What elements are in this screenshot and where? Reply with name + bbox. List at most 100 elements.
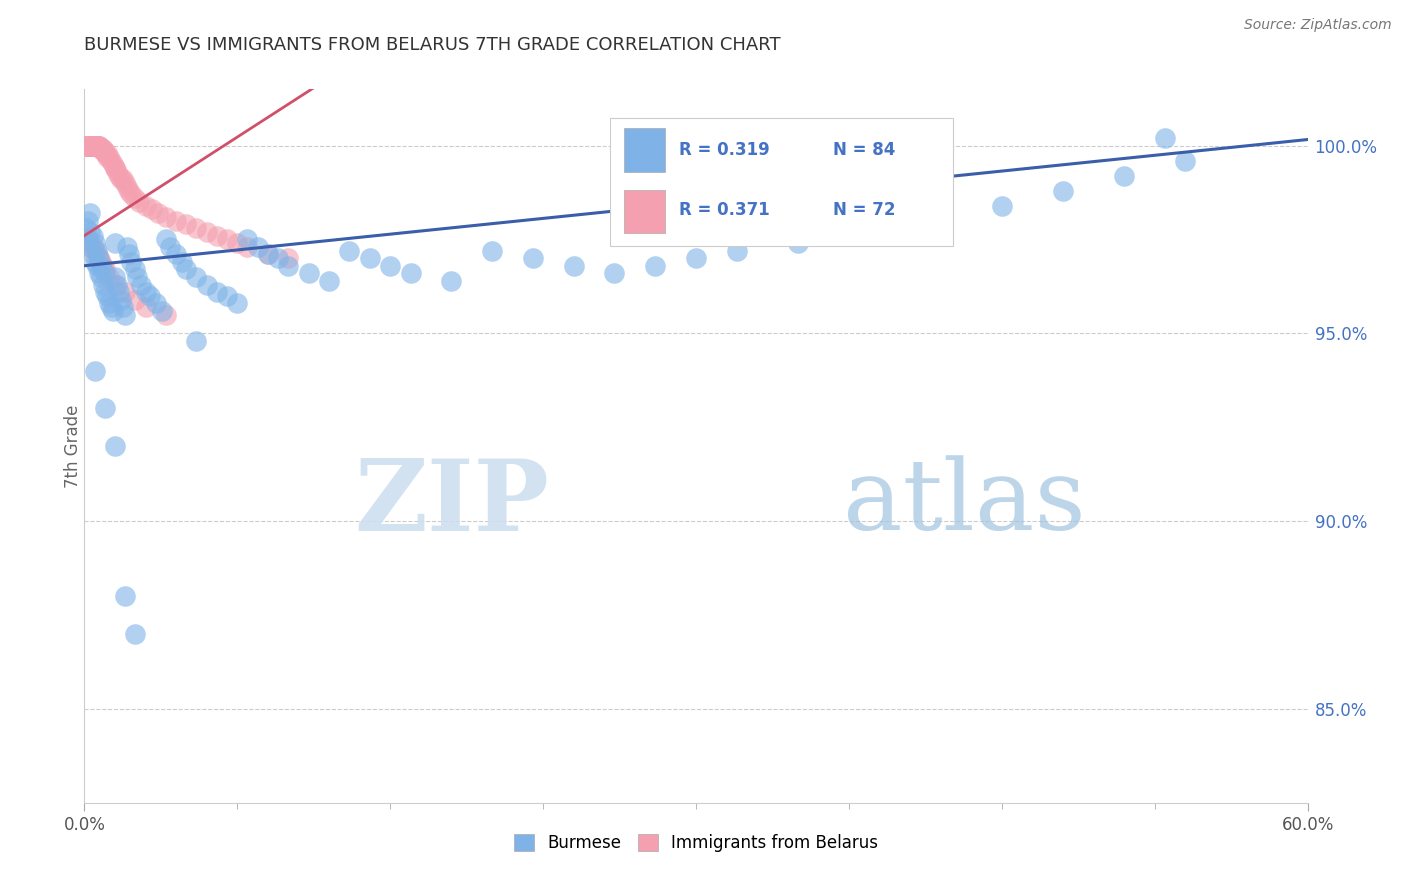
Point [77,138,100,153]
Point [114,589,136,603]
Point [83,236,105,251]
Point [277,259,299,273]
Point [105,165,128,179]
Point [155,232,177,246]
Point [79,240,101,254]
Point [562,259,585,273]
Point [83,364,105,378]
Legend: Burmese, Immigrants from Belarus: Burmese, Immigrants from Belarus [508,827,884,859]
Point [79,225,101,239]
Point [91,142,114,156]
Point [93,146,115,161]
Point [150,303,173,318]
Point [91,142,114,156]
Point [97,270,120,285]
Point [135,300,157,314]
Point [114,176,136,190]
Point [87,138,110,153]
Point [83,244,105,258]
Point [90,142,112,156]
Point [481,244,503,258]
Point [172,255,194,269]
Point [725,244,748,258]
Point [120,187,142,202]
Point [101,157,124,171]
Point [93,262,115,277]
Point [82,247,104,261]
Point [522,251,544,265]
Y-axis label: 7th Grade: 7th Grade [65,404,82,488]
Point [257,247,280,261]
Point [138,289,160,303]
Point [79,138,101,153]
Point [97,150,120,164]
Point [236,232,259,246]
Point [108,169,131,183]
Point [118,247,141,261]
Point [146,206,169,220]
Point [226,236,249,251]
Point [118,184,141,198]
Point [86,138,108,153]
Point [86,138,108,153]
Point [128,194,150,209]
Point [318,274,340,288]
Point [96,146,118,161]
Point [159,240,181,254]
Point [77,138,100,153]
Point [87,266,110,280]
Point [104,270,127,285]
Point [205,285,228,299]
Point [82,138,104,153]
Point [86,244,108,258]
Point [131,277,153,292]
Point [86,138,108,153]
Point [90,270,112,285]
Point [75,138,97,153]
Point [889,221,911,235]
Point [217,289,239,303]
Point [339,244,361,258]
Point [105,277,128,292]
Point [165,247,187,261]
Point [79,138,101,153]
Point [1174,153,1197,168]
Point [77,138,100,153]
Point [603,266,626,280]
Point [141,202,163,217]
Point [127,270,149,285]
Point [91,259,114,273]
Point [1052,184,1074,198]
Point [90,142,112,156]
Point [77,213,100,227]
Point [87,138,110,153]
Point [124,627,146,641]
Point [205,228,228,243]
Point [174,218,197,232]
Point [83,138,105,153]
Point [115,240,138,254]
Point [236,240,259,254]
Point [124,262,146,277]
Point [195,277,218,292]
Point [165,213,187,227]
Point [114,285,136,299]
Point [145,296,167,310]
Point [82,138,104,153]
Point [93,285,115,299]
Point [104,439,127,453]
Point [991,199,1014,213]
Text: BURMESE VS IMMIGRANTS FROM BELARUS 7TH GRADE CORRELATION CHART: BURMESE VS IMMIGRANTS FROM BELARUS 7TH G… [84,36,780,54]
Point [108,285,131,299]
Point [155,308,177,322]
Point [186,270,208,285]
Point [135,199,157,213]
Point [399,266,422,280]
Point [124,191,146,205]
Point [195,225,218,239]
Point [75,138,97,153]
Point [104,277,127,292]
Point [112,300,135,314]
Point [97,296,120,310]
Point [91,277,114,292]
